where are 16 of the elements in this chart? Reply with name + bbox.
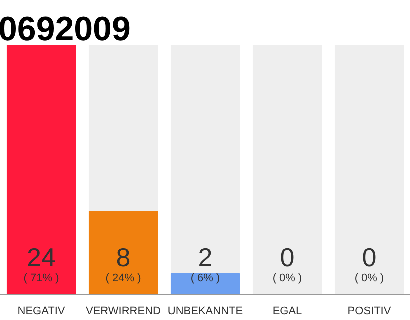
data-label: 8	[116, 242, 131, 272]
annotation: ( 6% )	[190, 272, 220, 284]
data-label: 0	[362, 242, 377, 272]
annotation: ( 71% )	[24, 272, 60, 284]
data-label: 2	[198, 242, 213, 272]
x-tick-label: VERWIRREND	[86, 306, 162, 318]
chart-title: 0692009	[0, 10, 131, 48]
data-label: 0	[280, 242, 295, 272]
annotation: ( 0% )	[354, 272, 384, 284]
x-tick-label: EGAL	[272, 306, 302, 318]
x-tick-label: NEGATIV	[18, 306, 66, 318]
annotation: ( 24% )	[106, 272, 142, 284]
data-label: 24	[27, 242, 56, 272]
x-tick-label: UNBEKANNTE	[168, 306, 244, 318]
x-tick-label: POSITIV	[348, 306, 392, 318]
annotation: ( 0% )	[272, 272, 302, 284]
